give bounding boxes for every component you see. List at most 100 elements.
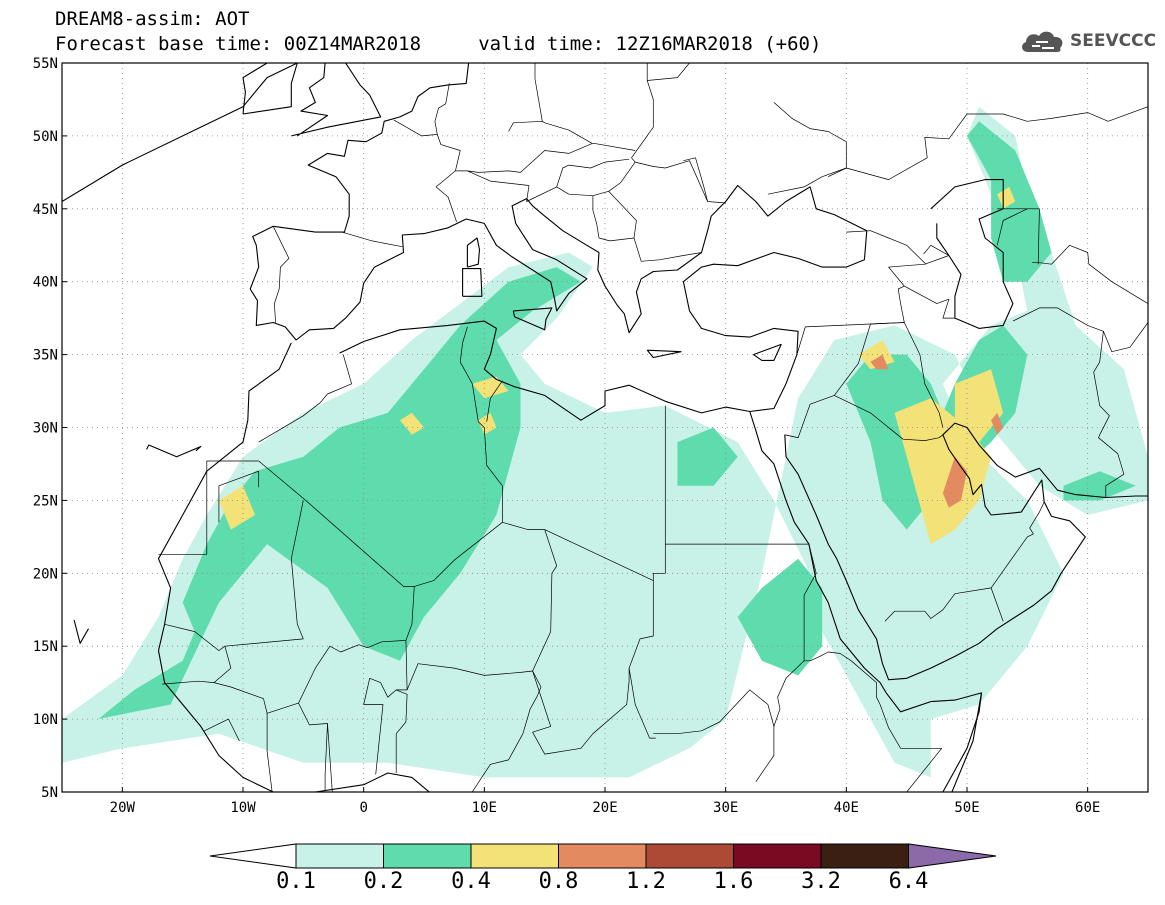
coastline [249,63,868,421]
forecast-time-subtitle: Forecast base time: 00Z14MAR2018 valid t… [55,33,822,55]
country-border [435,170,468,223]
colorbar-label: 0.8 [539,869,579,894]
country-border [164,500,304,651]
coastline [512,307,553,331]
country-border [846,230,927,265]
colorbar-segment [558,843,647,869]
country-border [218,470,260,523]
logo-text: SEEVCCC [1070,31,1157,51]
coastline [73,619,89,644]
country-border [773,660,805,727]
country-border [834,395,944,441]
country-border [828,106,1148,180]
country-border [258,354,352,443]
dust-region-level-2 [1063,471,1136,501]
y-tick-label: 50N [33,129,58,145]
cloud-icon [1022,31,1063,52]
country-border [1103,322,1148,353]
coastline [242,63,298,115]
country-border [341,231,403,248]
dust-region-level-4 [942,456,967,508]
country-border [324,723,328,791]
country-border [1032,244,1148,304]
colorbar-label: 0.4 [451,869,491,894]
border-layer [158,63,1148,792]
country-border [204,718,240,742]
colorbar-segment [733,843,822,869]
dust-region-level-4 [870,354,889,370]
coastline-layer [62,63,1148,792]
country-border [363,640,408,775]
y-tick-label: 30N [33,421,58,437]
map-title: DREAM8-assim: AOT [55,8,250,30]
x-tick-label: 0 [359,800,367,816]
x-tick-label: 20E [592,800,617,816]
coastline [951,692,983,792]
axis-labels: 55N 50N 45N 40N 35N 30N 25N 20N 15N 10N 5N 20W 10W 0 1… [33,56,1101,816]
y-tick-label: 25N [33,493,58,509]
y-tick-label: 15N [33,639,58,655]
country-border [502,405,666,581]
country-border [884,533,1034,622]
country-border [556,158,630,197]
country-border [467,142,636,186]
country-border [1012,307,1125,498]
coastline [646,349,682,359]
country-border [631,63,726,204]
x-tick-label: 20W [110,800,136,816]
dust-region-level-2 [737,558,823,676]
colorbar-low-arrow [209,843,297,869]
coastline [62,63,298,202]
country-border [784,434,799,439]
seevccc-logo: SEEVCCC [1018,28,1156,54]
colorbar-segment [470,843,559,869]
colorbar-segment [645,843,734,869]
colorbar-segment [383,843,472,869]
dust-region-level-3 [997,186,1016,209]
coastline [784,422,1148,681]
country-border [272,226,290,323]
coastline [753,343,782,361]
country-border [592,195,635,242]
colorbar-label: 1.2 [626,869,666,894]
x-tick-label: 50E [954,800,979,816]
dust-region-level-2 [677,427,738,486]
country-border [434,83,461,171]
colorbar-segment [295,843,384,869]
country-border [923,244,950,256]
dust-region-level-3 [478,412,497,435]
colorbar-label: 0.2 [364,869,404,894]
y-tick-label: 40N [33,275,58,291]
dust-region-level-4 [991,412,1004,435]
colorbar-label: 3.2 [801,869,841,894]
country-border [796,255,950,355]
coastline [930,179,1014,329]
dust-region-level-3 [218,485,256,530]
colorbar-high-arrow [908,843,997,869]
x-tick-label: 10E [472,800,497,816]
country-border [647,63,690,81]
dust-fill-layer [62,106,1148,778]
country-border [486,380,503,422]
country-border [608,161,702,262]
country-border [683,157,708,202]
country-border [990,587,1004,622]
country-border [534,63,543,122]
country-border [526,185,557,202]
x-tick-label: 40E [834,800,859,816]
country-border [532,529,630,755]
colorbar-label: 6.4 [889,869,929,894]
colorbar: 0.1 0.2 0.4 0.8 1.2 1.6 3.2 6.4 [209,843,997,894]
country-border [879,704,943,792]
x-tick-label: 60E [1075,800,1100,816]
x-tick-label: 10W [230,800,256,816]
country-border [803,544,881,705]
coastline [146,444,202,458]
country-border [406,663,542,792]
coastline [749,411,983,792]
y-tick-label: 10N [33,712,58,728]
coastline [157,650,431,792]
dust-region-level-3 [399,412,424,435]
y-tick-label: 35N [33,348,58,364]
